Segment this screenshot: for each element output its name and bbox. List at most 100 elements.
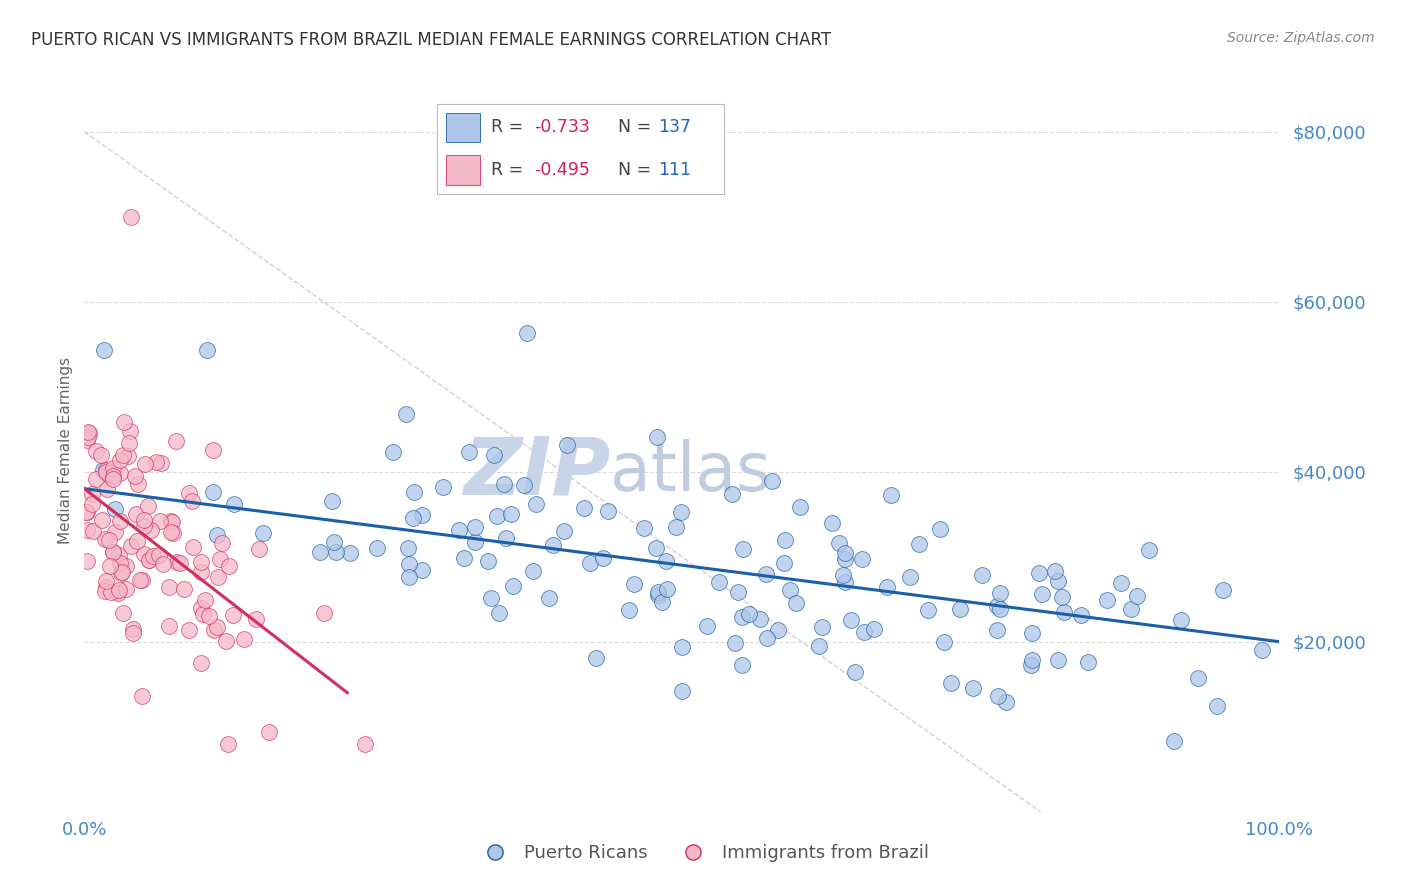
Point xyxy=(1046,574,1069,588)
Point xyxy=(103,545,125,559)
Point xyxy=(138,553,160,567)
Point xyxy=(1070,608,1092,623)
Point xyxy=(339,546,361,560)
Point xyxy=(756,631,779,645)
Point xyxy=(76,523,98,537)
Point xyxy=(128,574,150,588)
Point xyxy=(132,513,155,527)
Point xyxy=(1021,653,1043,667)
Point xyxy=(789,500,811,514)
Point xyxy=(724,635,747,649)
Point xyxy=(94,583,117,598)
Point xyxy=(148,549,170,563)
Point xyxy=(880,488,903,502)
Point xyxy=(988,586,1011,600)
Point xyxy=(572,500,595,515)
Point xyxy=(457,445,479,459)
Point xyxy=(382,445,405,459)
Point xyxy=(939,675,962,690)
Point xyxy=(524,497,547,511)
Point xyxy=(811,619,834,633)
Point xyxy=(190,601,212,615)
Point xyxy=(828,536,851,550)
Point xyxy=(398,570,420,584)
Point xyxy=(832,568,855,582)
Point xyxy=(731,541,754,556)
Point xyxy=(207,569,229,583)
Point xyxy=(1205,699,1227,714)
Point xyxy=(91,513,114,527)
Point xyxy=(198,608,221,623)
Point xyxy=(108,549,131,563)
Point xyxy=(82,524,104,539)
Point xyxy=(553,524,575,538)
Point xyxy=(94,463,117,477)
Point xyxy=(808,640,831,654)
Point xyxy=(479,591,502,606)
Point xyxy=(522,564,544,578)
Point xyxy=(131,573,153,587)
Point xyxy=(773,533,796,547)
Point xyxy=(908,537,931,551)
Point xyxy=(98,533,121,547)
Point xyxy=(655,582,678,597)
Point xyxy=(190,565,212,579)
Point xyxy=(165,434,187,448)
Text: Source: ZipAtlas.com: Source: ZipAtlas.com xyxy=(1227,31,1375,45)
Point xyxy=(110,514,132,528)
Point xyxy=(1250,642,1272,657)
Point xyxy=(1137,542,1160,557)
Point xyxy=(205,528,228,542)
Point xyxy=(111,565,134,579)
Point xyxy=(124,469,146,483)
Point xyxy=(669,505,692,519)
Point xyxy=(853,625,876,640)
Point xyxy=(218,559,240,574)
Point xyxy=(202,485,225,500)
Point xyxy=(77,430,100,444)
Point xyxy=(970,567,993,582)
Point xyxy=(166,556,188,570)
Point xyxy=(115,582,138,596)
Point xyxy=(645,430,668,444)
Point xyxy=(149,457,172,471)
Point xyxy=(464,520,486,534)
Point xyxy=(118,435,141,450)
Point xyxy=(647,584,669,599)
Point xyxy=(651,594,673,608)
Point xyxy=(122,622,145,636)
Point xyxy=(499,507,522,521)
Point xyxy=(1121,602,1143,616)
Point xyxy=(107,583,129,598)
Point xyxy=(157,580,180,594)
Point xyxy=(411,564,433,578)
Point xyxy=(142,549,165,563)
Point xyxy=(169,556,191,570)
Point xyxy=(396,541,419,555)
Point xyxy=(986,599,1008,613)
Point xyxy=(93,343,115,358)
Point xyxy=(108,453,131,467)
Point xyxy=(90,448,112,462)
Point xyxy=(309,545,332,559)
Point xyxy=(707,575,730,590)
Point xyxy=(1047,652,1070,666)
Point xyxy=(495,531,517,545)
Point xyxy=(134,547,156,561)
Point xyxy=(94,465,117,479)
Point xyxy=(195,343,218,357)
Point xyxy=(366,541,388,556)
Point xyxy=(402,511,425,525)
Point xyxy=(323,535,346,549)
Point xyxy=(486,508,509,523)
Point xyxy=(84,472,107,486)
Point xyxy=(76,554,98,568)
Point xyxy=(101,472,124,486)
Point xyxy=(160,515,183,529)
Point xyxy=(1053,605,1076,619)
Point xyxy=(402,484,425,499)
Point xyxy=(671,684,693,698)
Point xyxy=(247,542,270,557)
Point xyxy=(617,603,640,617)
Point xyxy=(325,545,347,559)
